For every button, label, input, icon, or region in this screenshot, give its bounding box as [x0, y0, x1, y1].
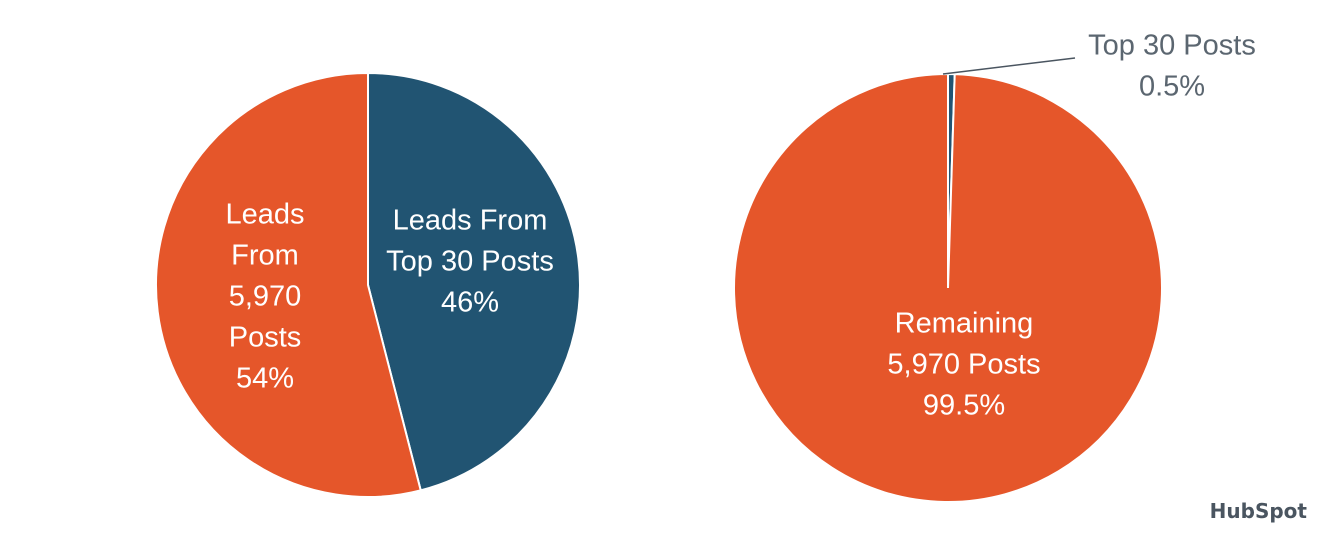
pie-1-slice-1-label: Leads From Top 30 Posts 46% [386, 205, 554, 319]
pie-chart-posts: Top 30 Posts 0.5% Remaining 5,970 Posts 99.5… [733, 30, 1256, 503]
pie-1-slice-2-label: Leads From 5,970 Posts 54% [225, 199, 304, 395]
pie-2-slice-1-label: Top 30 Posts 0.5% [1088, 30, 1256, 103]
pie-2-slice-2 [733, 72, 1163, 503]
pie-1-slice-2 [155, 71, 422, 498]
hubspot-logo: HubSpot [1209, 499, 1307, 523]
pie-2-slice-2-label: Remaining 5,970 Posts 99.5% [887, 308, 1040, 422]
pie-chart-leads: Leads From Top 30 Posts 46% Leads From 5,970 P… [155, 71, 581, 498]
pie-1-slice-1 [367, 71, 581, 492]
pie-2-callout-line [942, 57, 1076, 75]
